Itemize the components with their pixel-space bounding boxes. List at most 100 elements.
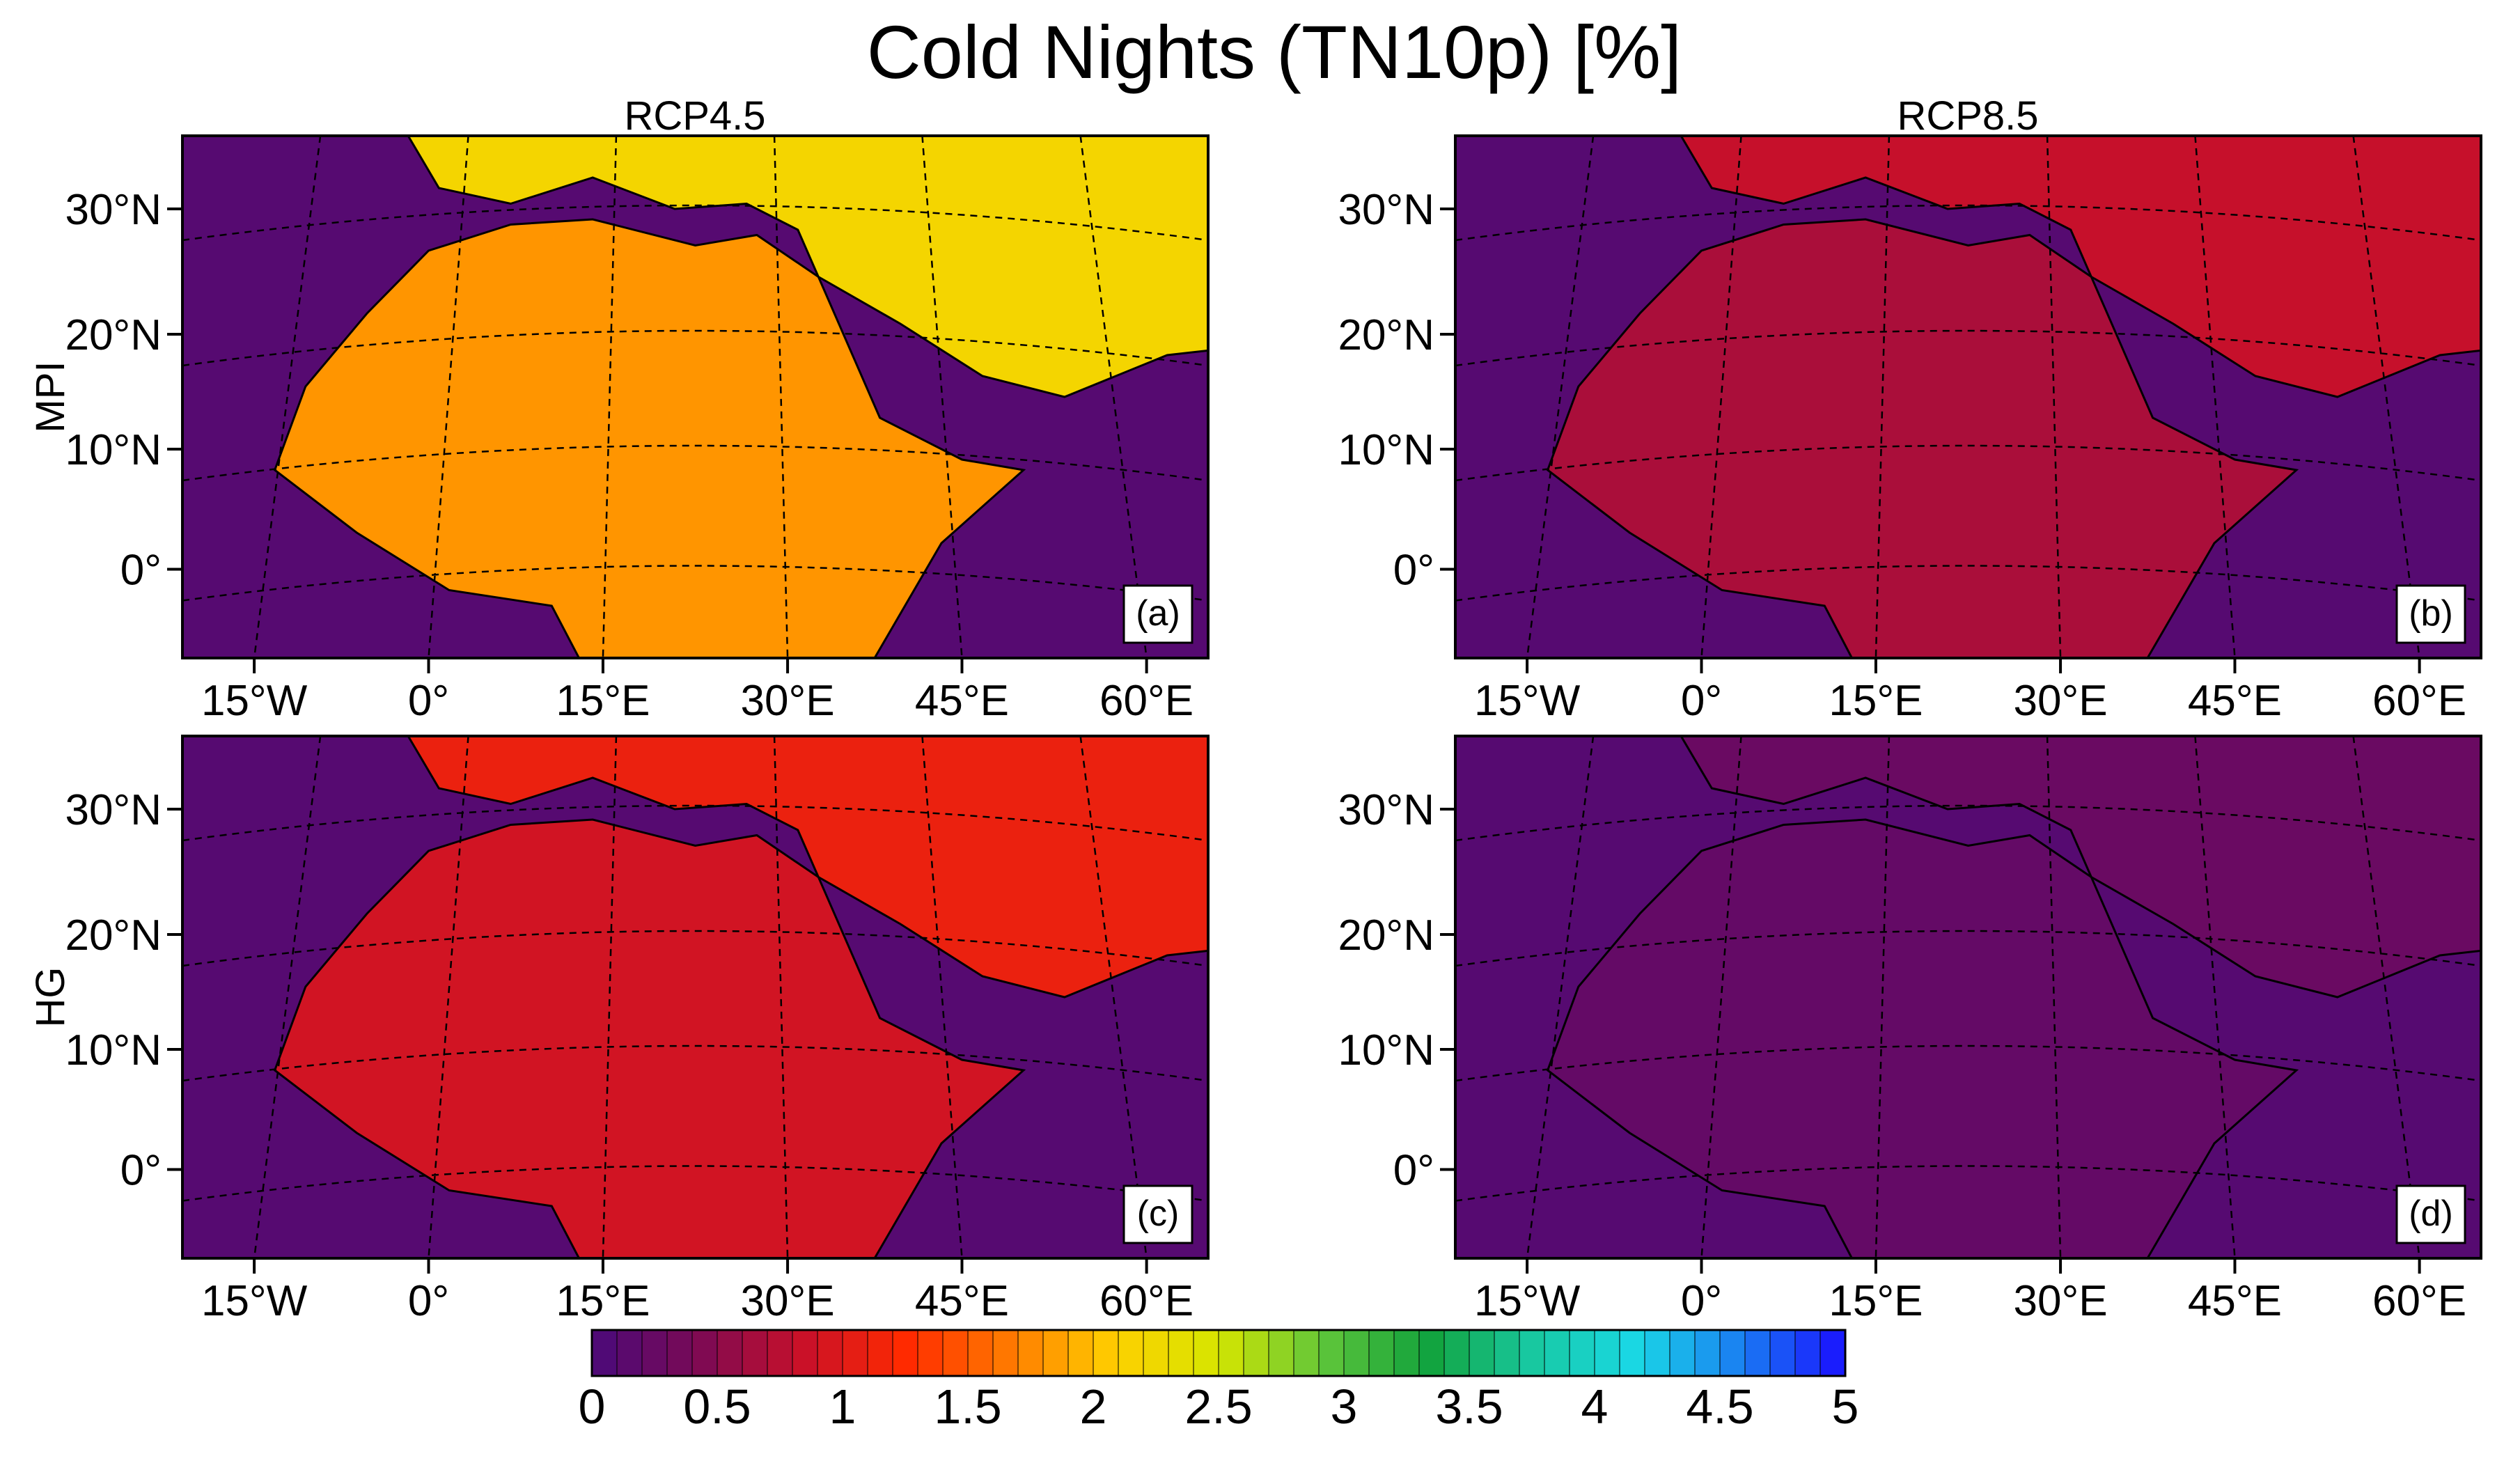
colorbar-cell: [742, 1329, 769, 1377]
row-label-hg: HG: [28, 967, 73, 1028]
panel-a-gridlines: [182, 136, 1208, 658]
lon-tick-label: 45°E: [915, 1277, 1009, 1325]
lon-tick-label: 15°W: [201, 677, 308, 725]
panel-d-label: (d): [2409, 1194, 2453, 1234]
lat-tick-label: 10°N: [1338, 1026, 1434, 1074]
colorbar-cell: [1118, 1329, 1145, 1377]
lon-tick-label: 60°E: [2372, 677, 2466, 725]
colorbar-cell: [792, 1329, 819, 1377]
colorbar-cell: [666, 1329, 694, 1377]
panel-c-eurasia-landmass: [407, 736, 1208, 999]
colorbar-cell: [1418, 1329, 1446, 1377]
colorbar-cell: [1769, 1329, 1797, 1377]
lat-tick-label: 30°N: [65, 186, 162, 234]
colorbar-cell: [1067, 1329, 1095, 1377]
colorbar-cell: [1017, 1329, 1044, 1377]
lat-tick-label: 0°: [120, 1147, 162, 1195]
panel-c: 30°N 20°N 10°N 0° 15°W 0° 15°E 30°E 45°E 60°E (c…: [65, 735, 1210, 1325]
lon-tick-label: 15°E: [1829, 677, 1923, 725]
colorbar-cell: [1042, 1329, 1070, 1377]
colorbar-tick-label: 3: [1331, 1379, 1358, 1434]
panel-c-frame: [181, 735, 1210, 1260]
colorbar-cell: [867, 1329, 894, 1377]
lon-tick-label: 15°W: [201, 1277, 308, 1325]
colorbar-cell: [1318, 1329, 1345, 1377]
colorbar-cell: [1143, 1329, 1170, 1377]
colorbar-cell: [691, 1329, 719, 1377]
colorbar-tick-label: 1.5: [934, 1379, 1001, 1434]
lat-tick-label: 20°N: [1338, 311, 1434, 359]
colorbar-tick-label: 2.5: [1184, 1379, 1252, 1434]
colorbar-cell: [1268, 1329, 1295, 1377]
panel-a-africa-landmass: [273, 218, 1026, 658]
colorbar-cell: [1293, 1329, 1320, 1377]
colorbar-tick-label: 4.5: [1686, 1379, 1753, 1434]
colorbar-tick-label: 3.5: [1435, 1379, 1503, 1434]
panel-b-africa-landmass: [1546, 218, 2299, 658]
colorbar-cell: [917, 1329, 944, 1377]
panel-d-label-box: [2395, 1184, 2466, 1244]
panel-a-label-box: [1122, 584, 1194, 644]
colorbar-cell: [1594, 1329, 1621, 1377]
panel-b-frame: [1454, 134, 2482, 659]
colorbar-tick-label: 4: [1581, 1379, 1609, 1434]
lon-tick-label: 45°E: [2188, 677, 2282, 725]
colorbar-tick-label: 0: [579, 1379, 606, 1434]
colorbar-cell: [1218, 1329, 1245, 1377]
panel-b-lat-ticks: 30°N 20°N 10°N 0°: [1338, 186, 1455, 595]
colorbar-cell: [892, 1329, 919, 1377]
colorbar-cell: [1343, 1329, 1370, 1377]
lon-tick-label: 15°W: [1474, 1277, 1581, 1325]
colorbar-cell: [1093, 1329, 1120, 1377]
panel-d-eurasia-landmass: [1680, 736, 2481, 999]
lat-tick-label: 0°: [1393, 547, 1434, 595]
lon-tick-label: 60°E: [1099, 1277, 1194, 1325]
lat-tick-label: 20°N: [1338, 912, 1434, 960]
colorbar-cell: [967, 1329, 994, 1377]
lon-tick-label: 60°E: [1099, 677, 1194, 725]
colorbar-cell: [1243, 1329, 1270, 1377]
panel-a-frame: [181, 134, 1210, 659]
lon-tick-label: 30°E: [2014, 677, 2108, 725]
colorbar-cell: [942, 1329, 969, 1377]
colorbar: 0 0.5 1 1.5 2 2.5 3 3.5 4 4.5 5: [579, 1329, 1858, 1434]
panel-d-gridlines: [1455, 736, 2481, 1258]
lat-tick-label: 20°N: [65, 311, 162, 359]
colorbar-cell: [1744, 1329, 1771, 1377]
lon-tick-label: 60°E: [2372, 1277, 2466, 1325]
colorbar-cell: [817, 1329, 844, 1377]
colorbar-cell: [641, 1329, 668, 1377]
colorbar-cell: [1669, 1329, 1696, 1377]
lat-tick-label: 30°N: [1338, 786, 1434, 834]
colorbar-tick-label: 1: [829, 1379, 856, 1434]
lon-tick-label: 15°E: [556, 1277, 650, 1325]
panel-c-label: (c): [1137, 1194, 1180, 1234]
colorbar-cell: [1694, 1329, 1721, 1377]
panel-c-gridlines: [182, 736, 1208, 1258]
lat-tick-label: 0°: [1393, 1147, 1434, 1195]
colorbar-cell: [717, 1329, 744, 1377]
row-label-mpi: MPI: [28, 361, 73, 432]
panel-b-lon-ticks: 15°W 0° 15°E 30°E 45°E 60°E: [1474, 658, 2466, 725]
lon-tick-label: 30°E: [741, 677, 835, 725]
column-title-rcp85: RCP8.5: [1897, 93, 2038, 139]
panel-d-lon-ticks: 15°W 0° 15°E 30°E 45°E 60°E: [1474, 1258, 2466, 1325]
lon-tick-label: 0°: [408, 677, 449, 725]
colorbar-cell: [1368, 1329, 1395, 1377]
panel-b-field: [1455, 136, 2481, 658]
panel-b-label: (b): [2409, 593, 2453, 634]
colorbar-cell: [1443, 1329, 1471, 1377]
lon-tick-label: 45°E: [915, 677, 1009, 725]
lon-tick-label: 30°E: [741, 1277, 835, 1325]
lat-tick-label: 30°N: [65, 786, 162, 834]
colorbar-cell: [1494, 1329, 1521, 1377]
colorbar-cell: [1193, 1329, 1220, 1377]
colorbar-cell: [1719, 1329, 1746, 1377]
colorbar-cell: [1569, 1329, 1596, 1377]
panel-b: 30°N 20°N 10°N 0° 15°W 0° 15°E 30°E 45°E 60°E (b…: [1338, 134, 2482, 725]
lat-tick-label: 10°N: [1338, 426, 1434, 474]
colorbar-cell: [842, 1329, 869, 1377]
colorbar-cell: [767, 1329, 794, 1377]
colorbar-cell: [992, 1329, 1019, 1377]
panel-b-eurasia-landmass: [1680, 136, 2481, 398]
